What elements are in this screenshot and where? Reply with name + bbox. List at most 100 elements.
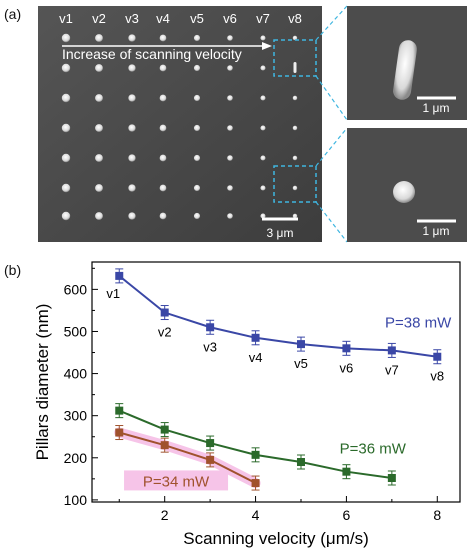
zoom-line-3 xyxy=(315,127,348,167)
point-label: v1 xyxy=(106,286,120,301)
sem-pillar-dot xyxy=(95,154,103,162)
zoom-line-4 xyxy=(315,201,348,243)
zoom-line-1 xyxy=(315,5,348,41)
sem-pillar-dot xyxy=(260,155,266,161)
sem-pillar-dot xyxy=(227,155,233,161)
sem-pillar-dot xyxy=(193,64,201,72)
sem-pillar-dot xyxy=(159,94,167,102)
sem-pillar-dot xyxy=(95,94,103,102)
zoom-box-top xyxy=(273,39,317,77)
sem-pillar-dot xyxy=(159,64,167,72)
sem-pillar-dot xyxy=(227,95,233,101)
column-label: v6 xyxy=(223,11,237,26)
y-tick-label: 500 xyxy=(64,323,88,339)
data-point xyxy=(160,425,169,434)
sem-pillar-dot xyxy=(260,65,266,71)
sem-pillar-dot xyxy=(159,212,167,220)
data-point xyxy=(206,439,215,448)
point-label: v6 xyxy=(340,360,354,375)
x-tick-label: 4 xyxy=(252,507,260,523)
inset-bottom-scale-label: 1 μm xyxy=(423,224,450,238)
sem-pillar-dot xyxy=(260,185,266,191)
data-point xyxy=(115,271,124,280)
zoom-box-bottom xyxy=(273,165,317,203)
zoom-line-2 xyxy=(315,75,348,121)
sem-pillar-dot xyxy=(260,125,266,131)
y-tick-label: 100 xyxy=(64,492,88,508)
column-label: v7 xyxy=(256,11,270,26)
column-label: v3 xyxy=(125,11,139,26)
sem-pillar-elongated xyxy=(293,62,297,73)
sem-pillar-dot xyxy=(95,124,103,132)
data-point xyxy=(296,340,305,349)
y-tick-label: 600 xyxy=(64,281,88,297)
sem-pillar-dot xyxy=(260,35,266,41)
sem-figure: v1 v2 v3 v4 v5 v6 v7 v8 Increase of scanning ve… xyxy=(38,5,467,243)
data-point xyxy=(206,323,215,332)
x-tick-label: 8 xyxy=(433,507,441,523)
point-label: v4 xyxy=(249,350,263,365)
sem-pillar-dot xyxy=(61,93,71,103)
sem-pillar-dot xyxy=(260,95,266,101)
column-label: v1 xyxy=(59,11,73,26)
y-tick-label: 200 xyxy=(64,450,88,466)
sem-pillar-dot xyxy=(61,153,71,163)
panel-b-label: (b) xyxy=(4,262,22,278)
y-axis-label: Pillars diameter (nm) xyxy=(33,304,52,461)
data-point xyxy=(115,406,124,415)
x-tick-label: 6 xyxy=(343,507,351,523)
diameter-chart: 2 4 6 8 100 200 300 400 500 600 Scanning velocity … xyxy=(33,261,461,548)
inset-bottom-pillar xyxy=(393,181,415,203)
inset-top-scale-label: 1 μm xyxy=(423,101,450,115)
column-label: v4 xyxy=(156,11,170,26)
main-scale-label: 3 μm xyxy=(267,226,294,240)
velocity-arrow-label: Increase of scanning velocity xyxy=(62,46,242,62)
sem-pillar-dot xyxy=(128,212,136,220)
sem-pillar-dot xyxy=(227,65,233,71)
sem-pillar-dot xyxy=(95,184,103,192)
panel-a-label: (a) xyxy=(4,6,22,22)
data-point xyxy=(206,455,215,464)
sem-pillar-dot xyxy=(61,123,71,133)
sem-pillar-dot xyxy=(193,184,201,192)
sem-pillar-dot xyxy=(128,184,136,192)
sem-pillar-dot xyxy=(128,154,136,162)
point-label: v7 xyxy=(385,362,399,377)
sem-pillar-dot xyxy=(159,34,167,42)
sem-pillar-dot xyxy=(159,154,167,162)
inset-top-pillar xyxy=(393,40,417,100)
data-point xyxy=(387,346,396,355)
sem-pillar-dot xyxy=(61,33,71,43)
sem-pillar-dot xyxy=(260,213,266,219)
point-label: v2 xyxy=(158,325,172,340)
sem-pillar-dot xyxy=(128,34,136,42)
data-point xyxy=(342,467,351,476)
series-label-highlight xyxy=(124,470,229,491)
data-point xyxy=(387,474,396,482)
sem-pillar-dot xyxy=(292,213,298,219)
sem-pillar-dot xyxy=(159,184,167,192)
point-label: v5 xyxy=(294,356,308,371)
data-point xyxy=(296,458,305,466)
sem-pillar-dot xyxy=(61,211,71,221)
data-point xyxy=(160,308,169,317)
sem-pillar-dot xyxy=(292,125,298,131)
sem-pillar-dot xyxy=(128,124,136,132)
sem-pillar-dot xyxy=(95,64,103,72)
data-point xyxy=(251,333,260,342)
sem-pillar-dot xyxy=(292,95,298,101)
plot-frame xyxy=(91,261,461,503)
sem-pillar-dot xyxy=(128,94,136,102)
data-point xyxy=(115,428,124,437)
sem-pillar-dot xyxy=(227,125,233,131)
sem-pillar-dot xyxy=(292,185,298,191)
column-label: v8 xyxy=(288,11,302,26)
sem-pillar-dot xyxy=(292,155,298,161)
data-point xyxy=(251,479,260,488)
sem-pillar-dot xyxy=(193,154,201,162)
sem-pillar-dot xyxy=(292,35,298,41)
velocity-arrow-head xyxy=(262,42,272,50)
sem-main-image xyxy=(38,6,322,242)
point-label: v3 xyxy=(203,339,217,354)
column-label: v2 xyxy=(92,11,106,26)
